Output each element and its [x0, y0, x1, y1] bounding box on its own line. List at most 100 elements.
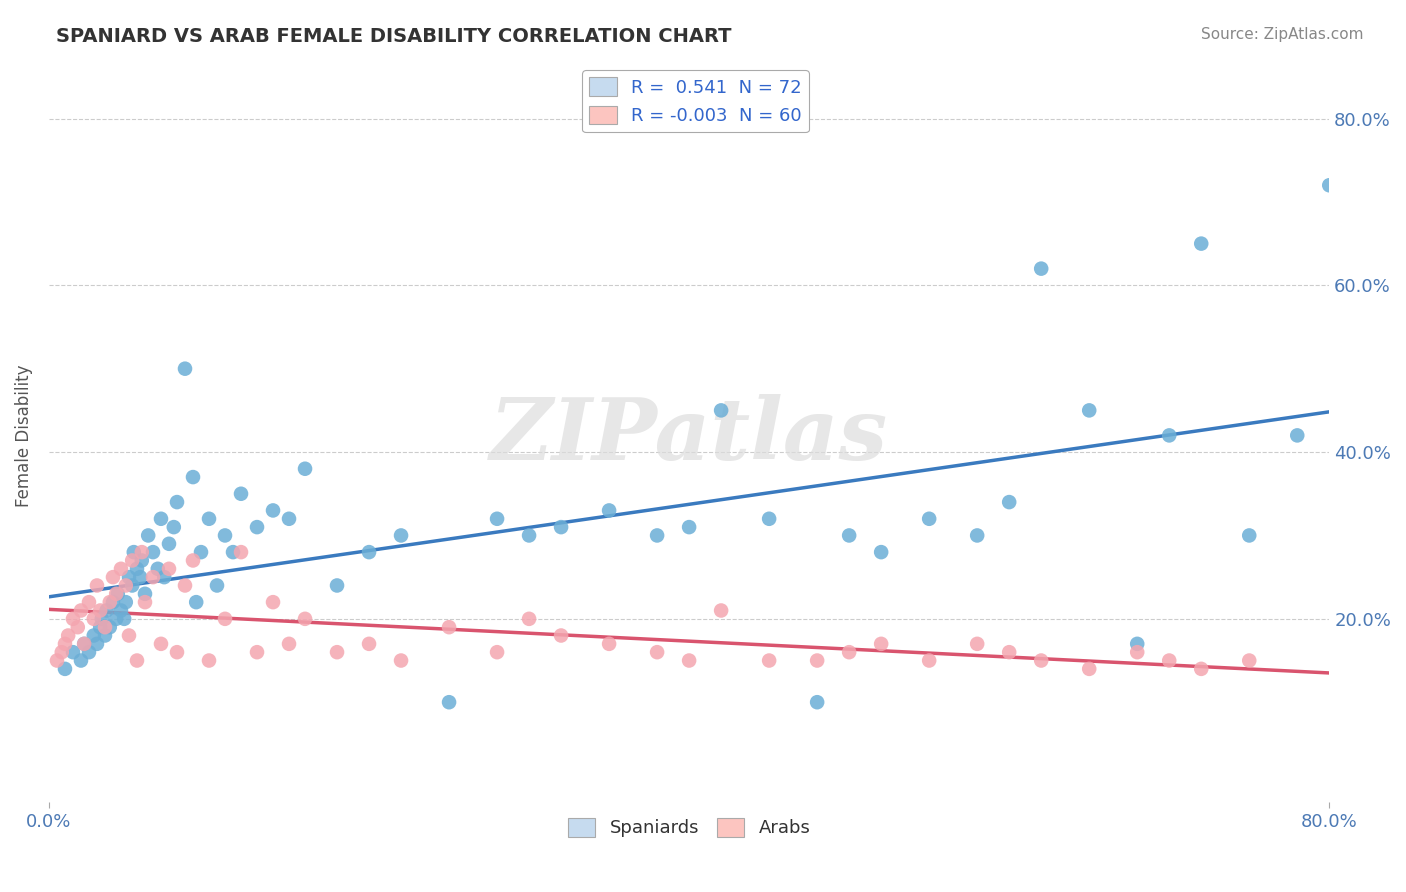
Text: Source: ZipAtlas.com: Source: ZipAtlas.com: [1201, 27, 1364, 42]
Y-axis label: Female Disability: Female Disability: [15, 364, 32, 507]
Point: [598, 503, 620, 517]
Point: [181, 553, 204, 567]
Point: [105, 587, 128, 601]
Point: [73, 637, 96, 651]
Point: [166, 495, 188, 509]
Point: [1031, 653, 1053, 667]
Point: [517, 612, 540, 626]
Point: [838, 645, 860, 659]
Point: [1126, 645, 1149, 659]
Point: [118, 570, 141, 584]
Point: [1159, 428, 1181, 442]
Point: [838, 528, 860, 542]
Point: [1189, 662, 1212, 676]
Point: [98, 595, 121, 609]
Point: [294, 612, 316, 626]
Point: [98, 620, 121, 634]
Point: [121, 553, 143, 567]
Point: [918, 653, 941, 667]
Point: [214, 528, 236, 542]
Point: [198, 653, 221, 667]
Point: [62, 645, 84, 659]
Point: [77, 645, 100, 659]
Point: [110, 603, 132, 617]
Point: [229, 487, 252, 501]
Point: [357, 637, 380, 651]
Point: [550, 628, 572, 642]
Point: [1239, 653, 1261, 667]
Point: [131, 545, 153, 559]
Point: [186, 595, 208, 609]
Point: [758, 512, 780, 526]
Point: [1286, 428, 1309, 442]
Point: [163, 520, 186, 534]
Point: [437, 620, 460, 634]
Point: [121, 578, 143, 592]
Point: [51, 645, 73, 659]
Point: [645, 645, 668, 659]
Point: [966, 528, 988, 542]
Point: [437, 695, 460, 709]
Point: [96, 603, 118, 617]
Point: [153, 570, 176, 584]
Point: [86, 578, 108, 592]
Point: [1031, 261, 1053, 276]
Point: [357, 545, 380, 559]
Point: [110, 562, 132, 576]
Point: [181, 470, 204, 484]
Point: [1317, 178, 1340, 193]
Legend: Spaniards, Arabs: Spaniards, Arabs: [561, 811, 817, 845]
Point: [157, 562, 180, 576]
Point: [998, 495, 1021, 509]
Point: [598, 637, 620, 651]
Point: [77, 595, 100, 609]
Point: [1078, 662, 1101, 676]
Point: [190, 545, 212, 559]
Point: [806, 653, 828, 667]
Point: [131, 553, 153, 567]
Point: [157, 537, 180, 551]
Point: [262, 503, 284, 517]
Point: [114, 578, 136, 592]
Point: [645, 528, 668, 542]
Point: [517, 528, 540, 542]
Point: [134, 595, 156, 609]
Point: [1159, 653, 1181, 667]
Point: [389, 653, 412, 667]
Point: [90, 612, 112, 626]
Text: ZIPatlas: ZIPatlas: [491, 393, 889, 477]
Point: [94, 620, 117, 634]
Point: [83, 628, 105, 642]
Point: [222, 545, 245, 559]
Point: [136, 528, 159, 542]
Point: [89, 603, 111, 617]
Point: [89, 620, 111, 634]
Point: [710, 403, 733, 417]
Point: [246, 520, 269, 534]
Point: [246, 645, 269, 659]
Point: [114, 595, 136, 609]
Point: [174, 361, 197, 376]
Point: [107, 587, 129, 601]
Point: [229, 545, 252, 559]
Point: [326, 578, 349, 592]
Point: [53, 662, 76, 676]
Point: [94, 628, 117, 642]
Point: [101, 570, 124, 584]
Point: [118, 628, 141, 642]
Point: [870, 637, 893, 651]
Point: [66, 620, 89, 634]
Point: [70, 653, 93, 667]
Point: [278, 637, 301, 651]
Point: [326, 645, 349, 659]
Point: [198, 512, 221, 526]
Point: [146, 562, 169, 576]
Point: [134, 587, 156, 601]
Point: [278, 512, 301, 526]
Point: [112, 612, 135, 626]
Point: [389, 528, 412, 542]
Point: [262, 595, 284, 609]
Point: [806, 695, 828, 709]
Point: [101, 595, 124, 609]
Point: [1189, 236, 1212, 251]
